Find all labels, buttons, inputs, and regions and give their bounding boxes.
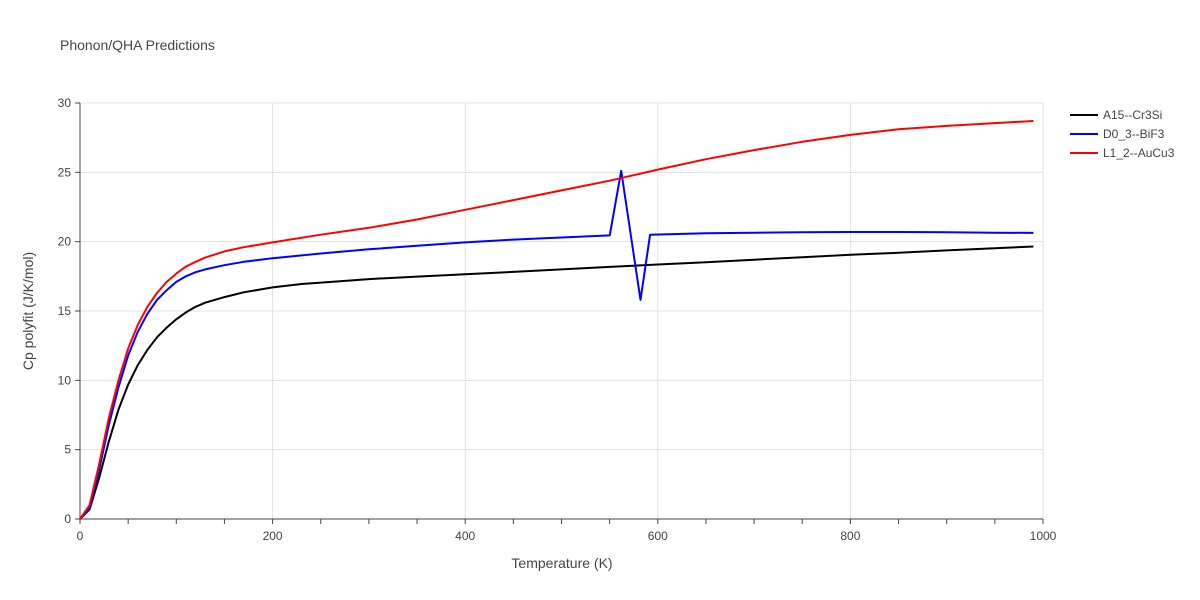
series-line-a15-cr3si bbox=[79, 245, 1034, 520]
y-tick-label: 0 bbox=[64, 512, 71, 526]
x-tick-label: 200 bbox=[263, 529, 283, 543]
y-tick-label: 25 bbox=[58, 165, 72, 179]
x-tick-label: 400 bbox=[455, 529, 475, 543]
y-tick-labels: 0 5 10 15 20 25 30 bbox=[58, 96, 72, 526]
chart-title: Phonon/QHA Predictions bbox=[60, 37, 215, 53]
series-line-d0-3-bif3 bbox=[79, 169, 1034, 520]
x-tick-labels: 0 200 400 600 800 1000 bbox=[77, 529, 1057, 543]
y-tick-label: 10 bbox=[58, 373, 72, 387]
x-tick-label: 600 bbox=[648, 529, 668, 543]
y-tick-label: 30 bbox=[58, 96, 72, 110]
x-tick-label: 1000 bbox=[1030, 529, 1057, 543]
legend-label: A15--Cr3Si bbox=[1103, 108, 1162, 122]
y-tick-label: 20 bbox=[58, 235, 72, 249]
x-tick-label: 0 bbox=[77, 529, 84, 543]
y-axis-label: Cp polyfit (J/K/mol) bbox=[20, 252, 36, 370]
series-lines bbox=[79, 120, 1034, 520]
y-tick-label: 5 bbox=[64, 443, 71, 457]
legend: A15--Cr3Si D0_3--BiF3 L1_2--AuCu3 bbox=[1070, 108, 1175, 160]
axes bbox=[75, 102, 1044, 524]
x-tick-label: 800 bbox=[840, 529, 860, 543]
series-line-l1-2-aucu3 bbox=[79, 120, 1034, 520]
x-axis-label: Temperature (K) bbox=[511, 555, 612, 571]
legend-label: D0_3--BiF3 bbox=[1103, 127, 1165, 141]
grid-lines bbox=[80, 102, 1044, 519]
y-tick-label: 15 bbox=[58, 304, 72, 318]
legend-label: L1_2--AuCu3 bbox=[1103, 146, 1175, 160]
